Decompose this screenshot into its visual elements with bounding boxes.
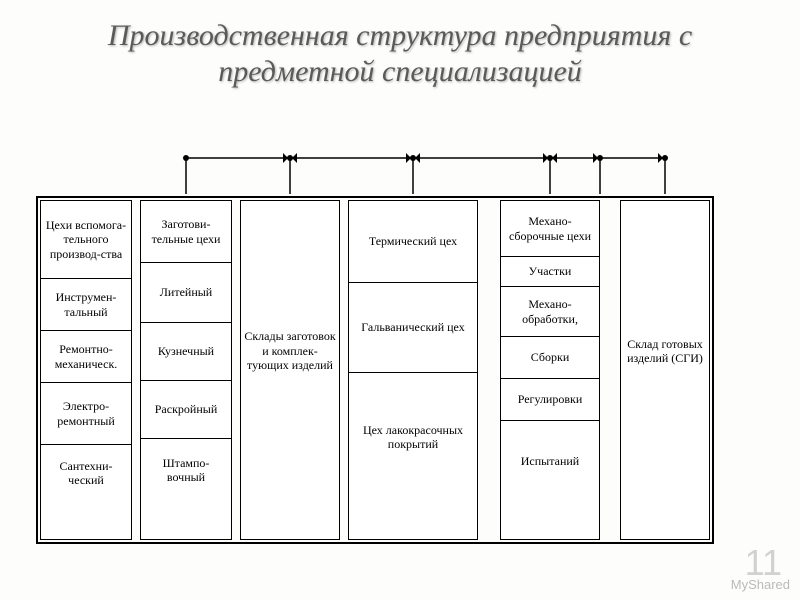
flow-arrows (40, 152, 760, 200)
org-diagram: Цехи вспомога-тельного производ-стваИнст… (40, 200, 760, 560)
watermark: MyShared (731, 577, 790, 592)
page-title: Производственная структура предприятия с… (0, 0, 800, 100)
outer-frame (36, 196, 714, 544)
